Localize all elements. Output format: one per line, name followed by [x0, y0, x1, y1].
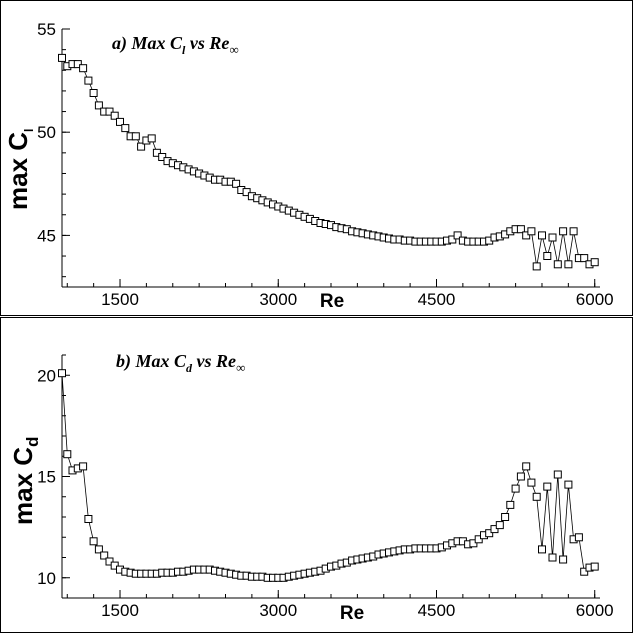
chart-b-point-4: [79, 462, 88, 471]
chart-a-point-95: [559, 227, 568, 236]
chart-a-point-101: [590, 258, 599, 267]
chart-a-ytick-label-0: 45: [37, 226, 56, 245]
chart-a-xtick-label-3: 6000: [576, 290, 614, 309]
chart-a-series-line: [61, 57, 595, 267]
chart-a-point-14: [131, 132, 140, 141]
chart-b-point-94: [553, 470, 562, 479]
chart-b-point-89: [527, 478, 536, 487]
chart-b-point-8: [100, 551, 109, 560]
chart-b-series-line: [61, 373, 595, 579]
chart-b-point-98: [574, 533, 583, 542]
chart-a-point-33: [232, 179, 241, 188]
chart-a-point-90: [532, 262, 541, 271]
chart-a-title: a) Max Cl vs Re∞: [112, 33, 239, 57]
chart-b-xtick-label-3: 6000: [576, 601, 614, 620]
chart-b-point-95: [559, 555, 568, 564]
chart-a-x-label: Re: [320, 291, 344, 312]
chart-a-xtick-label-2: 4500: [418, 290, 456, 309]
chart-b-point-96: [564, 480, 573, 489]
chart-b-point-92: [543, 482, 552, 491]
chart-a-point-91: [538, 231, 546, 240]
chart-b-point-1: [63, 450, 72, 459]
chart-a-point-35: [242, 188, 251, 197]
chart-a-point-99: [580, 254, 589, 263]
chart-a-y-ticks: 45 50 55: [37, 20, 70, 278]
chart-b-y-ticks: 10 15 20: [37, 354, 70, 599]
chart-a-point-74: [448, 235, 457, 244]
chart-a-point-5: [84, 76, 93, 85]
chart-a-point-4: [79, 64, 88, 73]
chart-b-point-101: [590, 562, 599, 571]
chart-b-point-90: [532, 492, 541, 501]
chart-a-ytick-label-2: 55: [37, 20, 56, 39]
chart-a-point-92: [543, 252, 552, 260]
chart-b-y-label: max Cd: [8, 437, 42, 525]
chart-b-point-85: [506, 500, 515, 509]
chart-b-point-5: [84, 515, 93, 523]
chart-a-point-93: [548, 233, 557, 242]
chart-b-point-87: [516, 472, 525, 481]
chart-b-xtick-label-1: 3000: [259, 601, 297, 620]
chart-b-ytick-label-2: 20: [37, 366, 56, 385]
chart-a-point-0: [58, 53, 66, 62]
chart-a-point-75: [453, 231, 462, 240]
chart-b-xtick-label-2: 4500: [418, 601, 456, 620]
chart-a-xtick-label-0: 1500: [101, 290, 139, 309]
chart-a-point-96: [564, 260, 573, 269]
chart-b-x-ticks: 1500 3000 4500 6000: [66, 590, 614, 620]
chart-a-xtick-label-1: 3000: [259, 290, 297, 309]
chart-a-point-19: [158, 153, 167, 161]
chart-b-point-84: [501, 513, 510, 521]
chart-a-point-9: [105, 107, 114, 116]
chart-a: 45 50 55 1500 3000 4500 6000 Re max Cl a) Max…: [3, 20, 614, 312]
chart-b-point-91: [538, 545, 546, 554]
chart-b-title: b) Max Cd vs Re∞: [116, 351, 245, 375]
chart-b-point-81: [485, 529, 494, 538]
chart-b-point-0: [58, 369, 66, 378]
chart-a-x-ticks: 1500 3000 4500 6000: [66, 279, 614, 309]
chart-a-ytick-label-1: 50: [37, 123, 56, 142]
chart-a-point-18: [152, 148, 161, 157]
chart-b-point-9: [105, 557, 114, 566]
panel-a-frame: [0, 0, 633, 316]
chart-a-point-12: [121, 124, 130, 133]
chart-b-ytick-label-1: 15: [37, 468, 56, 487]
chart-b-point-88: [522, 462, 531, 471]
chart-b-point-7: [94, 545, 103, 554]
chart-a-point-3: [73, 60, 82, 69]
chart-b-x-label: Re: [340, 603, 364, 624]
chart-a-point-17: [147, 134, 156, 143]
chart-a-point-15: [137, 142, 146, 151]
chart-a-point-94: [553, 260, 562, 269]
chart-b-ytick-label-0: 10: [37, 569, 56, 588]
chart-a-point-89: [527, 227, 536, 236]
chart-a-point-11: [116, 117, 124, 126]
chart-b-xtick-label-0: 1500: [101, 601, 139, 620]
chart-b-point-99: [580, 567, 589, 576]
panel-b-frame: [0, 317, 633, 633]
chart-a-point-6: [89, 89, 98, 97]
chart-b-point-6: [89, 537, 98, 546]
chart-b-point-86: [511, 484, 520, 493]
chart-a-markers: [58, 53, 599, 271]
chart-a-point-10: [110, 111, 119, 120]
chart-b-markers: [58, 369, 599, 582]
chart-b-point-79: [474, 535, 483, 544]
chart-a-point-88: [522, 231, 531, 240]
chart-b-point-93: [548, 553, 557, 562]
chart-b: 10 15 20 1500 3000 4500 6000 Re max Cd b) Max…: [8, 351, 614, 624]
chart-a-point-97: [569, 227, 578, 236]
chart-a-point-7: [94, 101, 103, 110]
chart-b-point-83: [495, 521, 504, 530]
chart-a-y-label: max Cl: [3, 129, 36, 210]
chart-a-point-87: [516, 225, 525, 234]
